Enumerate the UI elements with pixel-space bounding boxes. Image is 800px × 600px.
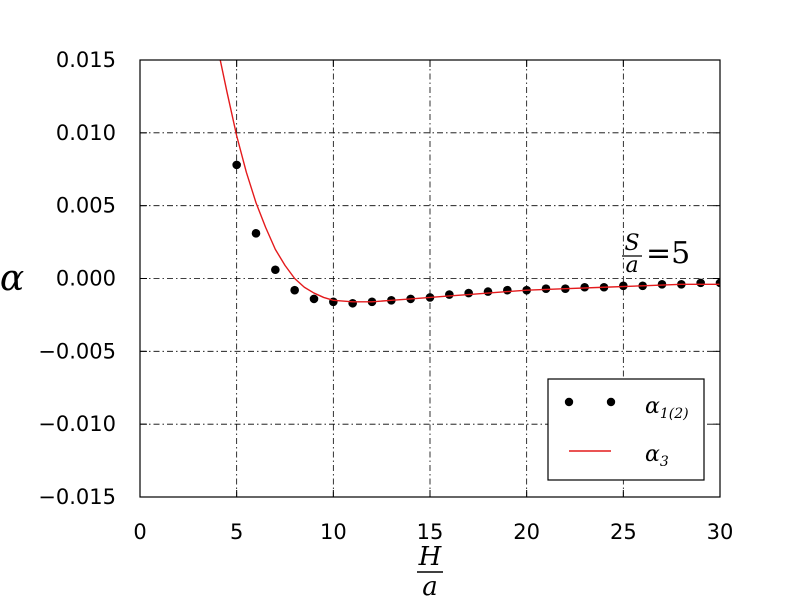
legend-label-line-sub: 3 [660, 454, 669, 470]
y-tick-label: 0.010 [56, 121, 116, 145]
data-point [251, 229, 261, 238]
y-tick-label: 0.005 [56, 194, 116, 218]
annotation-num: S [624, 231, 639, 256]
alpha3-curve [219, 60, 720, 303]
annotation-value: =5 [646, 236, 690, 271]
data-point [309, 294, 319, 304]
data-point [580, 282, 589, 292]
legend-label-line: α3 [645, 442, 669, 470]
y-tick-label: 0.000 [56, 267, 116, 291]
legend: α1(2) α3 [547, 378, 705, 481]
series-layer [219, 60, 720, 308]
x-tick-label: 15 [417, 520, 444, 544]
legend-label-points-base: α [645, 394, 660, 419]
y-axis-label: α [0, 258, 24, 299]
annotation-den: a [625, 253, 638, 278]
data-point [232, 160, 241, 170]
x-axis-label-num: H [418, 542, 443, 572]
legend-box [547, 378, 705, 481]
y-tick-label: −0.015 [38, 485, 116, 509]
data-point [696, 278, 705, 288]
y-tick-label: −0.010 [38, 412, 116, 436]
data-point [541, 284, 551, 293]
x-tick-label: 20 [513, 520, 540, 544]
series-line [219, 60, 720, 303]
data-point [619, 281, 628, 291]
legend-label-line-base: α [645, 442, 660, 467]
legend-marker-point-2 [606, 397, 616, 407]
x-tick-label: 5 [230, 520, 243, 544]
x-tick-label: 10 [320, 520, 347, 544]
data-point [271, 265, 280, 275]
legend-label-points: α1(2) [645, 394, 689, 422]
data-point [503, 285, 512, 295]
y-tick-label: −0.005 [38, 339, 116, 363]
x-axis-label-den: a [422, 572, 438, 600]
x-tick-label: 0 [133, 520, 146, 544]
legend-entry-line: α3 [569, 442, 669, 470]
annotation: S a =5 [622, 231, 690, 278]
data-point [657, 280, 667, 289]
legend-label-points-sub: 1(2) [660, 406, 689, 422]
x-axis-label: H a [417, 542, 443, 600]
data-point [290, 285, 299, 295]
legend-marker-point-1 [564, 397, 574, 407]
y-tick-label: 0.015 [56, 48, 116, 72]
data-point [445, 290, 454, 299]
legend-entry-points: α1(2) [564, 394, 689, 422]
tick-layer: 0 5 10 15 20 25 30 −0.015 −0.010 −0.005 0.000 0.005… [38, 48, 733, 544]
data-point [464, 288, 473, 298]
data-point [483, 287, 493, 296]
x-tick-label: 25 [610, 520, 637, 544]
x-tick-label: 30 [707, 520, 734, 544]
data-point [348, 298, 357, 308]
